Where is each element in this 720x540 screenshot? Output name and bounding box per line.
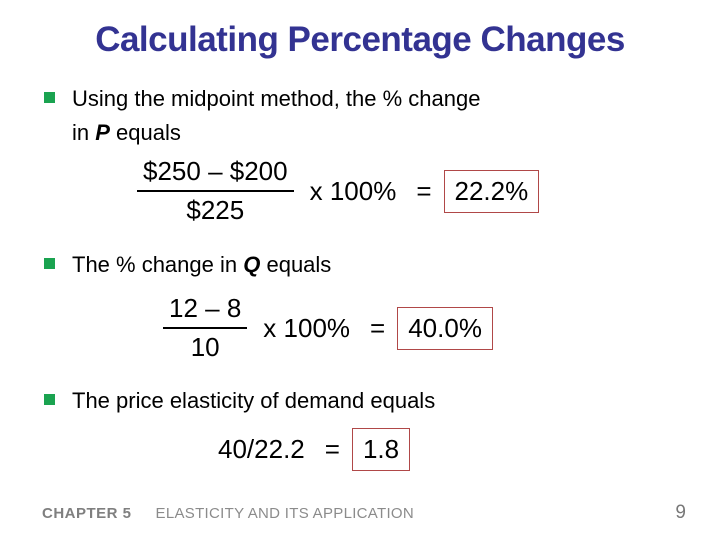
fraction-price: $250 – $200 $225 [137,156,294,226]
fraction-quantity: 12 – 8 10 [163,293,248,363]
bullet-midpoint-text: Using the midpoint method, the % change i… [72,82,480,150]
bullet-price-elasticity: The price elasticity of demand equals [44,384,435,418]
bullet1-line2-suffix: equals [109,120,181,145]
bullet-elasticity-text: The price elasticity of demand equals [72,388,436,413]
fraction-quantity-numerator: 12 – 8 [169,293,242,323]
formula-pct-change-p: $250 – $200 $225 x 100% = 22.2% [137,156,540,226]
equals-sign-3: = [324,434,340,464]
bullet-square-icon [44,258,55,269]
bullet-square-icon [44,92,55,103]
equals-sign-1: = [416,175,432,206]
bullet-midpoint-method: Using the midpoint method, the % change i… [44,82,480,150]
variable-q: Q [243,252,261,277]
footer-page-number: 9 [675,502,686,523]
bullet2-suffix: equals [260,252,332,277]
slide-title: Calculating Percentage Changes [95,20,625,59]
bullet-square-icon [44,394,55,405]
result-box-elasticity: 1.8 [351,428,411,471]
variable-p: P [95,120,110,145]
fraction-price-denominator: $225 [137,190,294,226]
formula-pct-change-q: 12 – 8 10 x 100% = 40.0% [163,293,493,363]
bullet1-line1: Using the midpoint method, the % change [72,86,481,111]
equals-sign-2: = [370,312,386,343]
result-box-pct-change-p: 22.2% [443,169,540,213]
multiplier-1: x 100% [309,175,397,206]
formula-elasticity: 40/22.2 = 1.8 [218,428,411,471]
footer: CHAPTER 5 ELASTICITY AND ITS APPLICATION… [42,502,686,524]
bullet-q-text: The % change in Q equals [72,248,331,282]
result-box-pct-change-q: 40.0% [397,306,493,350]
bullet-pct-change-q: The % change in Q equals [44,248,331,282]
footer-chapter-title: ELASTICITY AND ITS APPLICATION [155,505,415,522]
multiplier-2: x 100% [263,312,351,343]
fraction-quantity-denominator: 10 [163,327,248,363]
bullet1-line2-prefix: in [72,120,96,145]
footer-chapter-label: CHAPTER 5 [42,505,132,522]
bullet2-prefix: The % change in [72,252,244,277]
fraction-price-numerator: $250 – $200 [143,156,288,186]
elasticity-expression: 40/22.2 [218,434,305,464]
